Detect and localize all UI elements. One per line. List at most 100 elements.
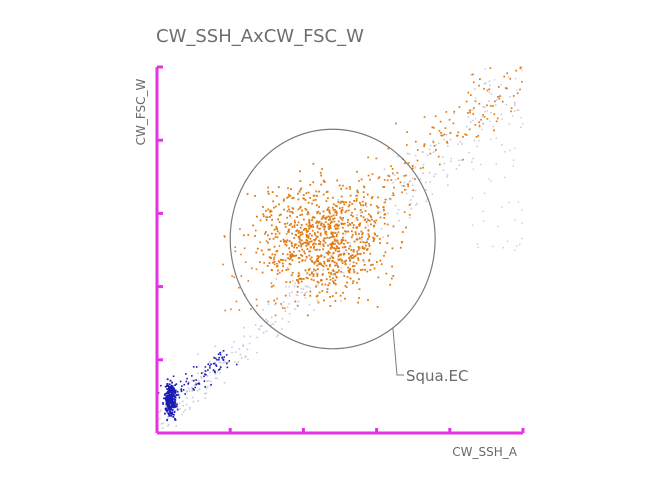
data-point [305,192,308,195]
data-point [316,211,319,214]
data-point [340,271,343,273]
data-point [312,273,315,276]
data-point [299,170,301,173]
data-point [299,277,302,280]
data-point [262,206,264,208]
data-point [472,109,474,111]
data-point [369,215,372,217]
data-point [320,183,323,186]
data-point [276,236,279,239]
data-point [514,104,516,106]
data-point [288,224,291,227]
data-point [317,301,320,304]
data-point [334,211,336,214]
data-point [316,255,319,257]
data-point [304,207,307,210]
data-point [224,361,227,364]
data-point [364,204,367,206]
data-point [399,181,402,184]
data-point [209,365,211,367]
data-point [166,409,169,412]
data-point [231,351,233,354]
data-point [169,394,171,396]
gate-label[interactable]: Squa.EC [406,367,468,385]
data-point [164,397,167,400]
data-point [514,249,516,251]
data-point [276,230,279,233]
data-point [357,248,360,251]
data-point [312,275,315,277]
data-point [333,273,336,275]
data-point [313,232,316,234]
gate-ellipse[interactable] [229,128,436,350]
data-point [294,308,296,310]
data-point [214,369,216,372]
data-point [195,383,197,386]
data-point [362,216,365,219]
data-point [425,200,428,203]
data-point [327,206,330,209]
data-point [218,358,220,361]
data-point [290,257,292,259]
data-point [214,371,216,374]
data-point [364,244,367,247]
data-point [304,292,306,295]
data-point [504,176,506,179]
data-point [331,206,334,209]
data-point [181,385,183,387]
data-point [254,195,256,197]
data-point [303,294,306,297]
data-point [224,309,226,312]
data-point [267,303,270,305]
data-point [172,394,175,396]
data-point [316,294,319,297]
data-point [403,162,406,165]
data-point [356,189,359,192]
data-point [299,214,302,216]
data-point [450,160,452,163]
data-point [467,112,469,114]
data-point [289,255,292,258]
data-point [330,221,333,223]
data-point [174,390,177,393]
data-point [272,261,274,264]
data-point [300,287,303,290]
data-point [370,218,373,221]
data-point [338,253,341,256]
data-point [267,248,270,251]
data-point [291,212,294,214]
data-point [207,363,209,366]
data-point [387,174,390,177]
data-point [358,236,361,238]
data-point [319,241,322,243]
data-point [344,239,347,242]
data-point [273,258,275,261]
data-point [166,383,168,385]
data-point [324,237,327,240]
data-point [166,391,169,393]
data-point [286,239,289,242]
data-point [405,192,408,195]
data-point [325,230,328,233]
data-point [353,265,356,267]
data-point [482,114,484,116]
data-point [341,219,344,221]
data-point [349,194,352,197]
data-point [483,115,486,118]
data-point [278,232,281,235]
data-point [480,118,482,121]
data-point [361,238,363,241]
data-point [332,269,335,271]
data-point [338,250,341,253]
data-point [334,239,336,242]
data-point [336,227,339,230]
data-point [191,387,193,390]
data-point [332,203,335,206]
data-point [358,297,360,299]
data-point [316,273,319,276]
data-point [171,409,174,411]
data-point [311,234,313,237]
data-point [168,386,170,388]
data-point [238,286,240,289]
data-point [291,232,294,235]
